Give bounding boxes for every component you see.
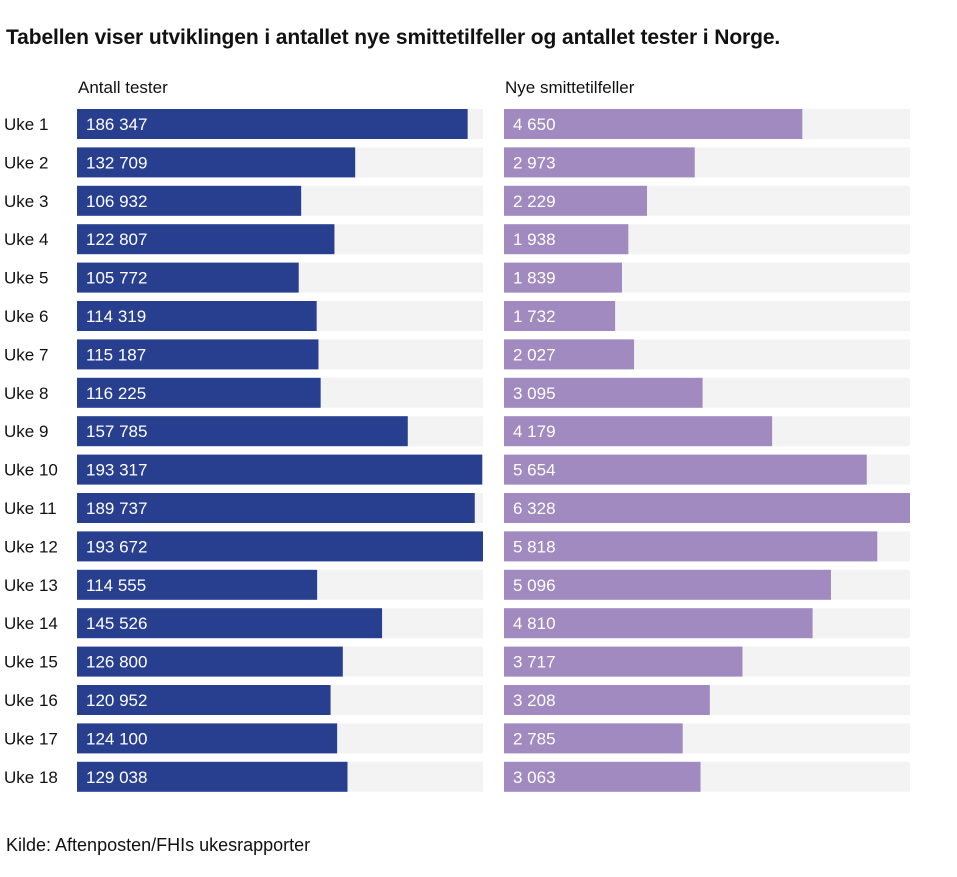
cases-value-label-1: 4 650 [513,115,556,134]
cases-value-label-7: 2 027 [513,345,556,364]
source-note: Kilde: Aftenposten/FHIs ukesrapporter [6,835,311,855]
tests-value-label-17: 124 100 [86,729,147,748]
category-label-9: Uke 9 [4,422,48,441]
cases-value-label-9: 4 179 [513,422,556,441]
cases-value-label-15: 3 717 [513,653,556,672]
tests-value-label-8: 116 225 [86,384,146,403]
cases-value-label-10: 5 654 [513,461,556,480]
tests-value-label-15: 126 800 [86,653,147,672]
category-label-15: Uke 15 [4,653,58,672]
category-label-12: Uke 12 [4,537,58,556]
cases-bar-15 [504,646,743,677]
tests-value-label-4: 122 807 [86,230,147,249]
tests-value-label-10: 193 317 [86,461,147,480]
category-label-14: Uke 14 [4,614,58,633]
cases-bar-14 [504,608,813,639]
tests-bar-15 [77,646,343,677]
cases-value-label-14: 4 810 [513,614,556,633]
category-label-16: Uke 16 [4,691,58,710]
tests-value-label-5: 105 772 [86,269,147,288]
cases-bar-2 [504,147,695,178]
tests-value-label-18: 129 038 [86,768,147,787]
cases-bar-13 [504,569,831,600]
cases-bar-12 [504,531,878,562]
tests-value-label-3: 106 932 [86,192,147,211]
cases-bar-9 [504,416,773,447]
cases-bar-11 [504,493,910,523]
category-label-6: Uke 6 [4,307,48,326]
cases-bar-1 [504,109,803,139]
tests-bar-13 [77,569,318,600]
cases-value-label-13: 5 096 [513,576,556,595]
cases-panel-header: Nye smittetilfeller [505,78,635,97]
category-label-5: Uke 5 [4,269,48,288]
tests-value-label-9: 157 785 [86,422,147,441]
cases-value-label-11: 6 328 [513,499,556,518]
tests-bar-7 [77,339,319,370]
cases-value-label-12: 5 818 [513,537,556,556]
cases-value-label-4: 1 938 [513,230,556,249]
tests-bar-12 [77,531,483,562]
cases-value-label-16: 3 208 [513,691,556,710]
cases-bar-3 [504,185,648,216]
category-label-8: Uke 8 [4,384,48,403]
tests-bar-2 [77,147,356,178]
tests-value-label-11: 189 737 [86,499,147,518]
tests-bar-1 [77,109,468,139]
category-label-7: Uke 7 [4,345,48,364]
category-label-13: Uke 13 [4,576,58,595]
tests-bar-3 [77,185,302,216]
tests-panel-header: Antall tester [78,78,168,97]
tests-value-label-6: 114 319 [86,307,146,326]
tests-bar-9 [77,416,408,447]
tests-bar-8 [77,377,321,408]
cases-bar-8 [504,377,703,408]
tests-value-label-16: 120 952 [86,691,147,710]
chart-title: Tabellen viser utviklingen i antallet ny… [6,26,781,49]
cases-bar-17 [504,723,683,754]
chart-rows: Uke 1 186 347 4 650 Uke 2 132 709 2 973 Uke 3 1… [4,109,910,792]
tests-value-label-12: 193 672 [86,537,147,556]
cases-value-label-6: 1 732 [513,307,556,326]
category-label-17: Uke 17 [4,729,58,748]
cases-bar-18 [504,761,701,792]
tests-value-label-1: 186 347 [86,115,147,134]
cases-value-label-18: 3 063 [513,768,556,787]
cases-bar-10 [504,454,867,485]
tests-value-label-14: 145 526 [86,614,147,633]
tests-bar-18 [77,761,348,792]
cases-bar-16 [504,685,710,715]
tests-value-label-7: 115 187 [86,345,146,364]
tests-bar-10 [77,454,483,485]
cases-value-label-2: 2 973 [513,153,556,172]
cases-value-label-3: 2 229 [513,192,556,211]
tests-bar-5 [77,262,299,293]
category-label-1: Uke 1 [4,115,48,134]
cases-value-label-17: 2 785 [513,729,556,748]
category-label-11: Uke 11 [4,499,57,518]
tests-bar-4 [77,224,335,255]
tests-value-label-13: 114 555 [86,576,146,595]
tests-bar-11 [77,493,475,523]
category-label-18: Uke 18 [4,768,58,787]
cases-bar-5 [504,262,622,293]
category-label-3: Uke 3 [4,192,48,211]
cases-bar-7 [504,339,635,370]
cases-bar-4 [504,224,629,255]
category-label-10: Uke 10 [4,461,58,480]
tests-bar-14 [77,608,383,639]
tests-bar-16 [77,685,331,715]
cases-value-label-5: 1 839 [513,269,556,288]
category-label-4: Uke 4 [4,230,48,249]
cases-value-label-8: 3 095 [513,384,556,403]
cases-bar-6 [504,301,616,331]
tests-bar-6 [77,301,317,331]
tests-bar-17 [77,723,338,754]
tests-value-label-2: 132 709 [86,153,147,172]
category-label-2: Uke 2 [4,153,48,172]
